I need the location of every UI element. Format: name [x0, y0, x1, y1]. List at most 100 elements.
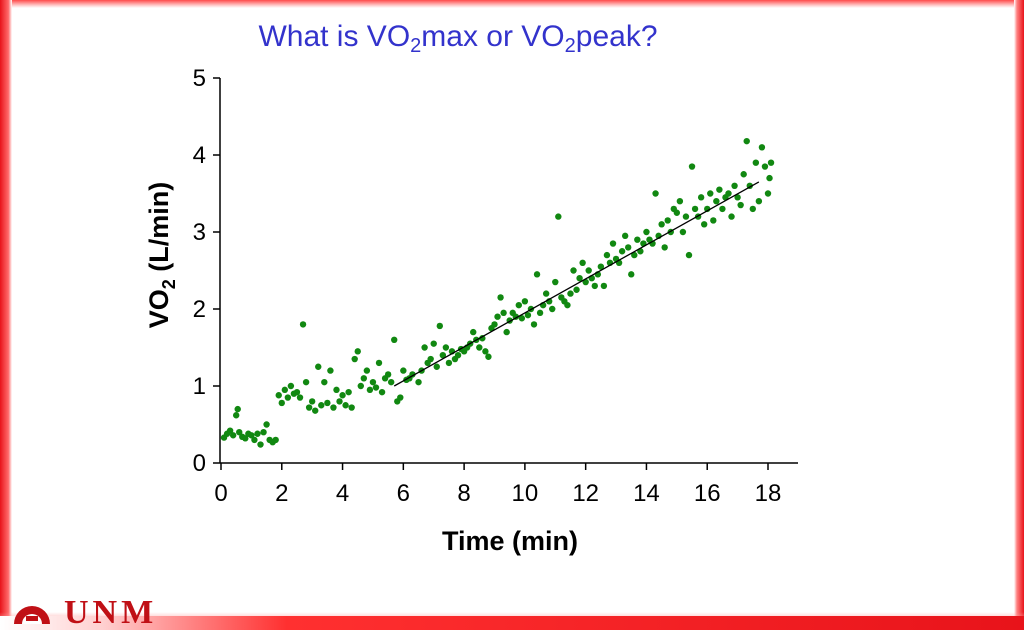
data-point: [272, 436, 279, 444]
data-point: [293, 388, 301, 396]
data-point: [229, 432, 237, 439]
data-point: [564, 301, 571, 309]
data-point: [567, 290, 574, 297]
data-point: [436, 322, 443, 330]
data-point: [749, 205, 757, 213]
data-point: [454, 352, 462, 359]
data-point: [360, 375, 368, 382]
data-point: [363, 367, 371, 374]
data-point: [366, 386, 374, 394]
data-point: [621, 232, 629, 240]
data-point: [688, 163, 696, 170]
data-point: [251, 436, 258, 444]
seal-icon: [14, 606, 50, 624]
title-part-1: What is VO: [258, 20, 411, 53]
data-point: [555, 213, 562, 220]
data-point: [618, 248, 626, 255]
data-point: [734, 194, 741, 201]
y-axis-label: VO2 (L/min): [144, 182, 179, 329]
data-point: [533, 271, 541, 278]
data-point: [494, 313, 501, 320]
data-point: [631, 251, 638, 259]
data-point: [378, 388, 386, 396]
data-point: [700, 221, 708, 228]
data-point: [643, 228, 650, 236]
data-point: [710, 217, 717, 224]
data-point: [391, 336, 398, 343]
chart-points: [220, 137, 775, 448]
data-point: [345, 388, 352, 396]
data-point: [752, 159, 760, 166]
y-tick-label: 3: [193, 219, 206, 246]
title-part-3: peak?: [575, 20, 658, 53]
top-accent-bar: [0, 0, 1024, 8]
data-point: [491, 321, 498, 328]
x-tick-label: 10: [512, 480, 539, 507]
x-tick-label: 6: [397, 480, 410, 507]
data-point: [573, 286, 580, 293]
data-point: [296, 394, 304, 401]
data-point: [661, 244, 668, 251]
data-point: [427, 355, 434, 363]
y-tick-label: 1: [193, 373, 206, 400]
data-point: [318, 402, 325, 409]
data-point: [697, 194, 705, 201]
data-point: [354, 348, 361, 355]
data-point: [628, 271, 635, 278]
data-point: [400, 367, 407, 374]
data-point: [719, 205, 726, 213]
data-point: [761, 163, 769, 170]
data-point: [740, 171, 747, 178]
data-point: [226, 427, 234, 434]
data-point: [634, 236, 641, 243]
data-point: [242, 435, 249, 442]
data-point: [336, 398, 343, 405]
data-point: [716, 186, 723, 193]
data-point: [609, 240, 617, 247]
data-point: [503, 328, 510, 336]
data-point: [766, 174, 773, 182]
data-point: [439, 352, 447, 359]
data-point: [369, 378, 377, 386]
data-point: [263, 421, 270, 428]
data-point: [387, 378, 395, 386]
y-axis-label-sub: 2: [159, 279, 179, 289]
data-point: [524, 311, 532, 319]
data-point: [299, 321, 307, 328]
data-point: [579, 259, 586, 266]
data-point: [375, 359, 383, 367]
data-point: [685, 251, 693, 259]
x-tick-label: 12: [572, 480, 599, 507]
data-point: [236, 429, 243, 436]
data-point: [576, 275, 583, 282]
data-point: [321, 378, 328, 386]
data-point: [308, 398, 316, 405]
data-point: [351, 355, 358, 363]
left-accent-bar: [0, 0, 12, 630]
data-point: [728, 213, 735, 220]
title-subscript-1: 2: [410, 35, 422, 57]
data-point: [497, 294, 504, 301]
data-point: [767, 159, 775, 166]
y-tick-label: 5: [193, 65, 206, 92]
data-point: [691, 205, 699, 213]
data-point: [281, 386, 289, 394]
data-point: [485, 353, 492, 360]
x-tick-label: 18: [755, 480, 782, 507]
unm-logo: UNM: [12, 594, 262, 631]
data-point: [284, 394, 292, 401]
x-tick-label: 14: [633, 480, 660, 507]
data-point: [664, 217, 671, 224]
data-point: [248, 432, 255, 439]
y-tick-label: 2: [193, 296, 206, 323]
data-point: [324, 399, 331, 407]
data-point: [442, 344, 450, 351]
data-point: [278, 399, 285, 407]
data-point: [658, 221, 665, 228]
data-point: [342, 402, 349, 409]
data-point: [764, 190, 772, 197]
data-point: [737, 201, 744, 209]
data-point: [476, 344, 483, 351]
right-accent-bar: [1014, 0, 1024, 630]
data-point: [327, 367, 334, 374]
